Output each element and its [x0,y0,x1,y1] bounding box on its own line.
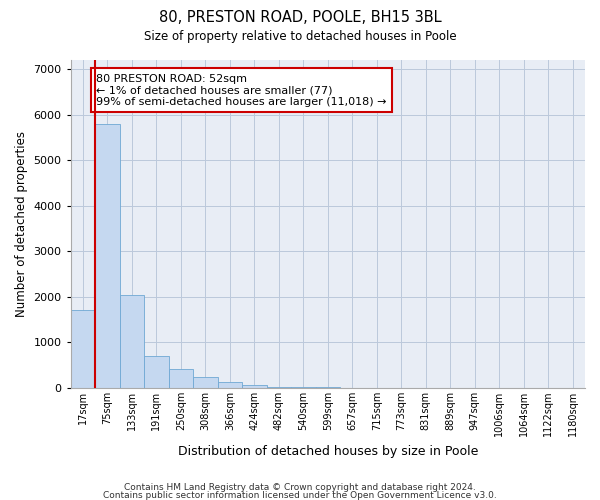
Text: 80 PRESTON ROAD: 52sqm
← 1% of detached houses are smaller (77)
99% of semi-deta: 80 PRESTON ROAD: 52sqm ← 1% of detached … [97,74,387,107]
Bar [193,378,218,388]
Bar [169,369,193,388]
Bar [242,384,266,388]
Text: Contains HM Land Registry data © Crown copyright and database right 2024.: Contains HM Land Registry data © Crown c… [124,484,476,492]
Text: Contains public sector information licensed under the Open Government Licence v3: Contains public sector information licen… [103,491,497,500]
Bar [218,382,242,388]
Text: 80, PRESTON ROAD, POOLE, BH15 3BL: 80, PRESTON ROAD, POOLE, BH15 3BL [158,10,442,25]
X-axis label: Distribution of detached houses by size in Poole: Distribution of detached houses by size … [178,444,478,458]
Bar [95,124,119,388]
Bar [119,294,144,388]
Bar [71,310,95,388]
Bar [266,386,291,388]
Y-axis label: Number of detached properties: Number of detached properties [15,131,28,317]
Bar [144,356,169,388]
Text: Size of property relative to detached houses in Poole: Size of property relative to detached ho… [143,30,457,43]
Bar [291,387,316,388]
